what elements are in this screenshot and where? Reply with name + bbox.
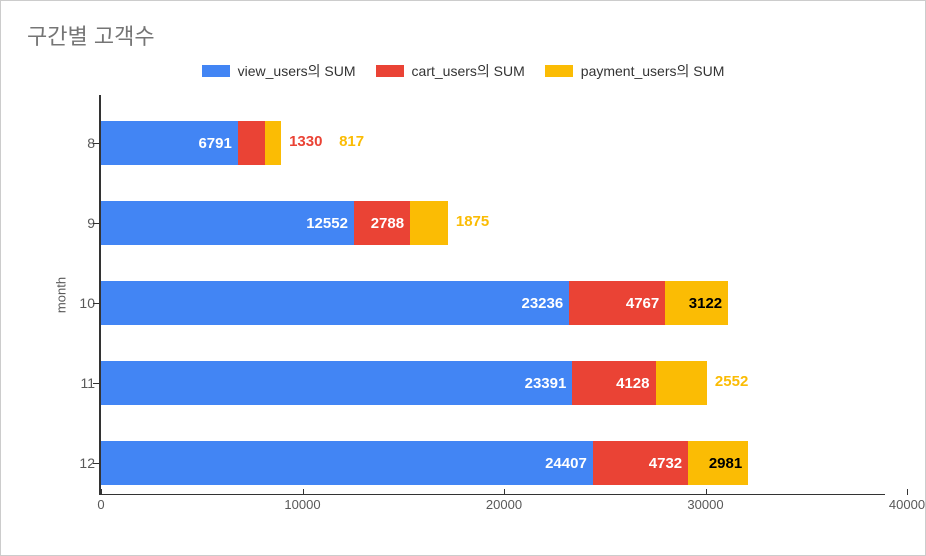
chart-legend: view_users의 SUM cart_users의 SUM payment_… bbox=[21, 61, 905, 81]
legend-swatch-view-users bbox=[202, 65, 230, 77]
x-tick-mark bbox=[101, 489, 102, 495]
bar-segment-cart_users: 4767 bbox=[569, 281, 665, 325]
bar-segment-view_users: 23391 bbox=[101, 361, 572, 405]
y-tick-mark bbox=[93, 223, 99, 224]
bar-segment-payment_users bbox=[410, 201, 448, 245]
bar-segment-view_users: 23236 bbox=[101, 281, 569, 325]
x-tick-mark bbox=[303, 489, 304, 495]
legend-item-cart-users: cart_users의 SUM bbox=[376, 61, 525, 81]
y-tick-mark bbox=[93, 303, 99, 304]
category-label: 8 bbox=[71, 135, 95, 151]
x-tick-label: 0 bbox=[97, 497, 104, 512]
bar-segment-view_users: 12552 bbox=[101, 201, 354, 245]
bar-row-11: 112339141282552 bbox=[101, 361, 885, 405]
x-tick-mark bbox=[907, 489, 908, 495]
bar-segment-payment_users bbox=[265, 121, 281, 165]
bar-segment-payment_users: 3122 bbox=[665, 281, 728, 325]
legend-label: payment_users의 SUM bbox=[581, 61, 725, 81]
bars-area: 8679113308179125522788187510232364767312… bbox=[101, 95, 885, 495]
bar-segment-view_users: 24407 bbox=[101, 441, 593, 485]
chart-title: 구간별 고객수 bbox=[27, 19, 905, 51]
bar-segment-view_users: 6791 bbox=[101, 121, 238, 165]
bar-label-outside-payment_users: 2552 bbox=[715, 373, 748, 390]
y-tick-mark bbox=[93, 143, 99, 144]
x-tick-label: 10000 bbox=[284, 497, 320, 512]
y-tick-mark bbox=[93, 463, 99, 464]
bar-row-8: 867911330817 bbox=[101, 121, 885, 165]
chart-plot-area: month 8679113308179125522788187510232364… bbox=[99, 95, 885, 495]
y-axis-label: month bbox=[54, 277, 69, 313]
x-tick-mark bbox=[706, 489, 707, 495]
bar-segment-payment_users bbox=[656, 361, 707, 405]
bar-row-9: 91255227881875 bbox=[101, 201, 885, 245]
bar-segment-cart_users: 4732 bbox=[593, 441, 688, 485]
bar-segment-cart_users: 4128 bbox=[572, 361, 655, 405]
x-tick-label: 40000 bbox=[889, 497, 925, 512]
legend-item-payment-users: payment_users의 SUM bbox=[545, 61, 725, 81]
x-tick-label: 20000 bbox=[486, 497, 522, 512]
bar-segment-cart_users: 2788 bbox=[354, 201, 410, 245]
bar-label-outside-payment_users: 817 bbox=[339, 133, 364, 150]
bar-label-outside-cart_users: 1330 bbox=[289, 133, 322, 150]
legend-label: cart_users의 SUM bbox=[412, 61, 525, 81]
bar-row-12: 122440747322981 bbox=[101, 441, 885, 485]
chart-container: 구간별 고객수 view_users의 SUM cart_users의 SUM … bbox=[0, 0, 926, 556]
x-axis-ticks: 010000200003000040000 bbox=[101, 497, 885, 517]
category-label: 11 bbox=[71, 375, 95, 391]
bar-label-outside-payment_users: 1875 bbox=[456, 213, 489, 230]
bar-segment-cart_users bbox=[238, 121, 265, 165]
x-tick-mark bbox=[504, 489, 505, 495]
y-tick-mark bbox=[93, 383, 99, 384]
legend-item-view-users: view_users의 SUM bbox=[202, 61, 356, 81]
category-label: 12 bbox=[71, 455, 95, 471]
bar-segment-payment_users: 2981 bbox=[688, 441, 748, 485]
category-label: 10 bbox=[71, 295, 95, 311]
category-label: 9 bbox=[71, 215, 95, 231]
x-tick-label: 30000 bbox=[687, 497, 723, 512]
legend-swatch-cart-users bbox=[376, 65, 404, 77]
bar-row-10: 102323647673122 bbox=[101, 281, 885, 325]
legend-label: view_users의 SUM bbox=[238, 61, 356, 81]
legend-swatch-payment-users bbox=[545, 65, 573, 77]
